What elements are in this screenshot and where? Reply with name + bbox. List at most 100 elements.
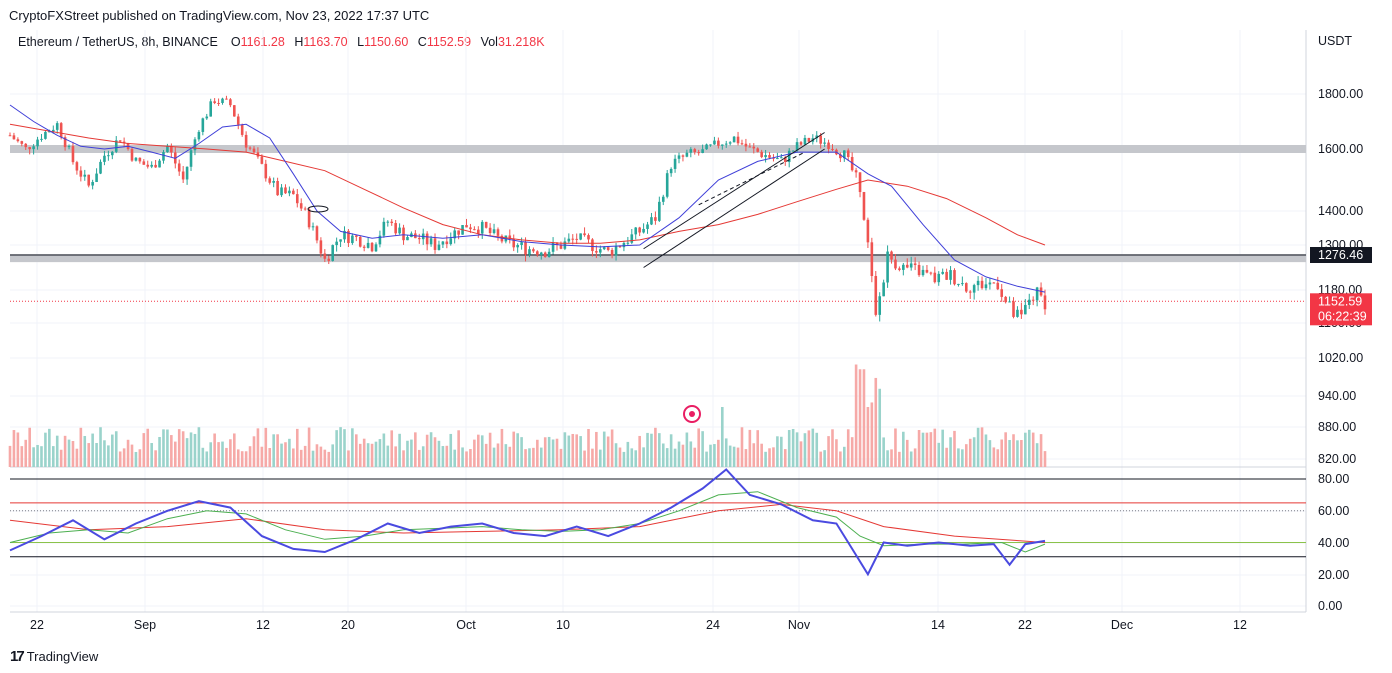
volume-bar	[599, 449, 602, 467]
price-badge-text: 1152.59	[1318, 294, 1362, 308]
rsi-slow-line	[9, 503, 1046, 543]
volume-bar	[193, 433, 197, 467]
candle-body	[736, 136, 740, 144]
volume-bar	[103, 440, 106, 467]
x-tick-label: 24	[706, 618, 720, 632]
candle-body	[217, 102, 220, 104]
volume-bar	[980, 427, 984, 467]
volume-bar	[355, 434, 358, 467]
volume-bar	[315, 444, 319, 467]
candle-body	[677, 155, 681, 159]
candle-body	[437, 244, 441, 250]
volume-bar	[933, 428, 937, 467]
candle-body	[55, 123, 59, 130]
candle-body	[968, 291, 972, 293]
volume-bar	[24, 439, 28, 467]
volume-bar	[551, 439, 555, 467]
volume-bar	[807, 430, 811, 467]
candle-body	[953, 270, 956, 285]
candle-body	[248, 147, 252, 149]
volume-bar	[410, 439, 413, 467]
volume-bar	[1031, 432, 1035, 467]
volume-bar	[63, 435, 67, 467]
candle-body	[299, 203, 303, 209]
volume-bar	[32, 447, 35, 467]
candle-body	[272, 180, 275, 183]
candle-body	[130, 149, 134, 161]
candle-body	[28, 147, 31, 150]
volume-bar	[512, 431, 516, 467]
volume-bar	[744, 449, 748, 467]
rsi-line	[9, 468, 1046, 577]
volume-bar	[362, 438, 366, 467]
candle-body	[351, 235, 354, 244]
volume-bar	[327, 451, 331, 467]
volume-bar	[850, 437, 854, 467]
candle-body	[390, 221, 394, 224]
candle-body	[319, 240, 323, 254]
volume-bar	[606, 436, 610, 467]
volume-bar	[252, 436, 256, 467]
candle-layer	[8, 95, 1047, 322]
volume-bar	[323, 449, 327, 467]
candle-body	[618, 246, 622, 248]
volume-bar	[894, 428, 897, 467]
candle-body	[1008, 301, 1011, 303]
candle-body	[650, 217, 653, 225]
volume-bar	[488, 432, 492, 467]
candle-body	[555, 242, 559, 245]
candle-body	[378, 235, 382, 245]
volume-bar	[567, 435, 571, 467]
volume-bar	[713, 444, 716, 467]
candle-body	[693, 149, 697, 153]
candle-body	[941, 271, 944, 274]
candle-body	[1027, 299, 1031, 305]
volume-bar	[842, 446, 846, 467]
volume-bar	[343, 429, 346, 467]
volume-bar	[854, 364, 858, 467]
candle-body	[177, 163, 181, 172]
volume-bar	[717, 439, 720, 467]
candle-body	[846, 150, 850, 158]
volume-bar	[480, 435, 484, 467]
volume-bar	[118, 451, 122, 467]
candle-body	[91, 181, 94, 186]
volume-bar	[610, 429, 614, 467]
candle-body	[917, 264, 921, 276]
volume-bar	[185, 438, 189, 467]
volume-bar	[1004, 432, 1007, 467]
candle-body	[358, 236, 362, 247]
candle-body	[417, 238, 421, 240]
volume-bar	[634, 450, 638, 467]
candle-body	[280, 187, 283, 196]
volume-bar	[504, 444, 508, 467]
volume-bar	[760, 443, 763, 467]
volume-bar	[111, 434, 114, 467]
candle-body	[697, 152, 700, 154]
volume-bar	[728, 445, 732, 467]
candle-body	[295, 194, 299, 204]
volume-bar	[20, 446, 24, 467]
volume-bar	[811, 428, 815, 467]
candle-body	[48, 131, 51, 133]
candle-body	[288, 190, 291, 194]
volume-bar	[79, 427, 83, 467]
candle-body	[327, 258, 331, 261]
candle-body	[311, 226, 315, 228]
candle-body	[67, 146, 71, 148]
candle-body	[134, 157, 138, 161]
symbol-legend: Ethereum / TetherUS, 8h, BINANCE O1161.2…	[18, 35, 551, 49]
candle-body	[75, 162, 79, 171]
candle-body	[12, 135, 16, 140]
volume-bar	[681, 444, 685, 467]
volume-bar	[295, 428, 299, 467]
volume-bar	[437, 440, 441, 467]
x-tick-label: Nov	[788, 618, 811, 632]
volume-bar	[449, 433, 453, 467]
volume-bar	[858, 369, 862, 467]
volume-bar	[28, 427, 31, 467]
volume-bar	[335, 430, 338, 467]
candle-body	[1031, 299, 1035, 301]
candle-body	[366, 242, 370, 248]
